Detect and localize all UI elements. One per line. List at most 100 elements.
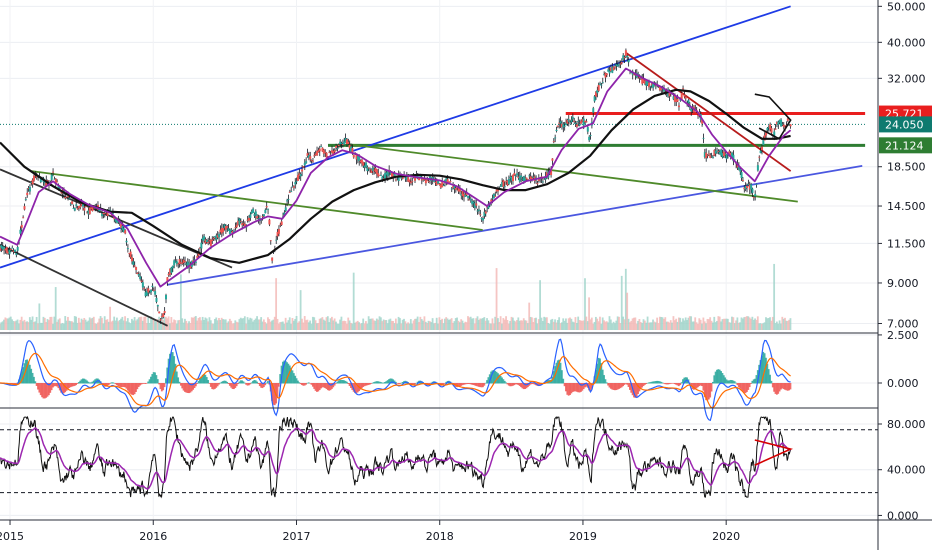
price-tag-background — [879, 137, 932, 154]
candle-body — [707, 153, 710, 155]
macd-histogram-bar — [258, 383, 261, 387]
candle-body — [461, 191, 464, 196]
macd-histogram-bar — [163, 383, 166, 388]
candle-body — [257, 218, 260, 220]
volume-bar — [450, 318, 453, 330]
volume-bar — [224, 319, 227, 330]
macd-histogram-bar — [86, 380, 88, 384]
macd-histogram-bar — [495, 371, 498, 384]
volume-bar — [388, 319, 390, 330]
volume-bar — [169, 323, 171, 330]
volume-bar — [0, 322, 3, 330]
macd-histogram-bar — [784, 383, 786, 390]
candle-body — [781, 124, 784, 125]
volume-bar — [732, 317, 735, 330]
volume-bar — [336, 323, 339, 330]
macd-histogram-bar — [667, 383, 669, 385]
volume-bar — [16, 319, 19, 330]
macd-histogram-bar — [408, 383, 411, 384]
candle-body — [9, 248, 12, 250]
macd-histogram-bar — [677, 383, 680, 387]
candle-body — [578, 124, 581, 126]
candle-body — [660, 88, 663, 91]
volume-bar — [672, 316, 675, 330]
macd-histogram-bar — [483, 383, 486, 386]
macd-histogram-bar — [401, 381, 404, 384]
candle-body — [203, 236, 206, 242]
candle-body — [302, 166, 305, 168]
volume-bar — [431, 318, 434, 330]
candle-body — [178, 259, 181, 265]
volume-bar — [434, 322, 437, 330]
candle-body — [506, 180, 509, 186]
volume-bar — [158, 316, 161, 330]
macd-histogram-bar — [389, 378, 392, 384]
macd-histogram-bar — [482, 383, 484, 388]
volume-bar — [250, 318, 253, 330]
candle-body — [392, 174, 395, 178]
volume-bar — [479, 318, 482, 330]
candle-body — [145, 291, 148, 296]
candle-body — [575, 124, 578, 127]
candle-body — [371, 167, 374, 172]
volume-bar — [28, 317, 31, 330]
macd-histogram-bar — [182, 383, 185, 391]
candle-body — [290, 191, 293, 193]
candle-body — [220, 228, 223, 234]
volume-bar — [746, 316, 748, 330]
candle-body — [250, 211, 253, 214]
volume-bar — [511, 317, 514, 330]
volume-bar — [126, 318, 129, 330]
macd-histogram-bar — [216, 383, 219, 387]
candle-body — [419, 175, 422, 178]
volume-bar — [30, 319, 33, 330]
macd-histogram-bar — [379, 382, 382, 384]
volume-bar — [533, 318, 536, 330]
volume-bar — [518, 320, 521, 330]
candle-body — [246, 219, 249, 221]
macd-histogram-bar — [460, 383, 463, 386]
volume-bar — [309, 320, 312, 330]
candle-body — [582, 118, 585, 126]
macd-histogram-bar — [237, 383, 239, 385]
volume-bar — [76, 322, 79, 330]
volume-bar — [113, 316, 116, 330]
macd-histogram-bar — [299, 383, 302, 385]
volume-bar — [703, 321, 706, 330]
candle-body — [552, 141, 555, 143]
volume-bar — [717, 316, 720, 330]
macd-histogram-bar — [321, 383, 324, 388]
macd-histogram-bar — [130, 383, 133, 395]
macd-histogram-bar — [765, 357, 767, 384]
volume-bar — [107, 321, 110, 330]
volume-bar — [529, 316, 532, 330]
candle-body — [252, 208, 255, 213]
candle-body — [586, 127, 589, 132]
macd-histogram-bar — [350, 383, 352, 388]
volume-bar — [317, 323, 320, 330]
macd-histogram-bar — [272, 383, 275, 405]
candle-body — [405, 175, 408, 180]
volume-bar — [98, 318, 101, 330]
macd-histogram-bar — [721, 373, 724, 384]
volume-bar — [374, 320, 377, 330]
macd-histogram-bar — [506, 383, 509, 385]
candle-body — [718, 151, 721, 154]
volume-bar — [756, 316, 759, 330]
volume-bar — [43, 317, 46, 330]
volume-bar — [563, 320, 566, 330]
candle-body — [294, 182, 297, 185]
macd-histogram-bar — [38, 383, 41, 393]
macd-histogram-bar — [54, 383, 57, 387]
macd-histogram-bar — [75, 383, 77, 386]
candle-body — [227, 228, 230, 231]
volume-bar — [286, 322, 288, 330]
candle-body — [160, 316, 163, 318]
volume-bar — [57, 319, 60, 330]
candle-body — [121, 225, 124, 230]
volume-bar — [90, 318, 92, 330]
candle-body — [13, 249, 16, 252]
volume-bar — [144, 316, 147, 330]
volume-bar — [785, 320, 788, 330]
